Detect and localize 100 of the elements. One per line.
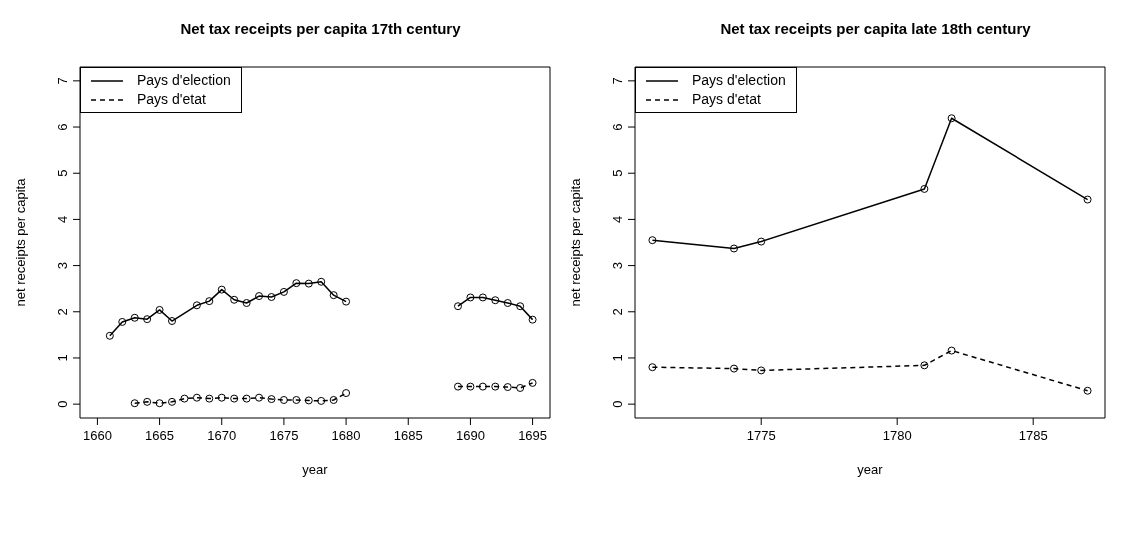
y-tick-label: 5 xyxy=(610,169,625,177)
x-tick-label: 1780 xyxy=(882,428,912,444)
y-tick-label: 6 xyxy=(610,123,625,131)
y-tick-label: 3 xyxy=(610,261,625,270)
point xyxy=(279,287,288,296)
y-tick-label: 0 xyxy=(55,400,70,408)
y-tick-label: 1 xyxy=(55,354,70,362)
point xyxy=(217,285,226,294)
point xyxy=(757,237,766,246)
y-tick-label: 4 xyxy=(610,215,625,224)
point xyxy=(478,293,487,302)
point xyxy=(478,382,487,391)
point xyxy=(947,346,956,355)
point xyxy=(230,295,239,304)
x-tick-label: 1785 xyxy=(1018,428,1048,444)
legend-label: Pays d'etat xyxy=(692,90,761,109)
point xyxy=(130,313,139,322)
y-axis-title: net receipts per capita xyxy=(12,177,28,307)
point xyxy=(503,383,512,392)
y-tick-label: 5 xyxy=(55,169,70,177)
point xyxy=(292,395,301,404)
point xyxy=(920,184,929,193)
point xyxy=(317,396,326,405)
point xyxy=(205,297,214,306)
point xyxy=(342,389,351,398)
point xyxy=(192,393,201,402)
chart-title: Net tax receipts per capita late 18th century xyxy=(719,20,1032,37)
point xyxy=(118,317,127,326)
x-tick-label: 1665 xyxy=(145,428,175,444)
point xyxy=(143,397,152,406)
point xyxy=(648,236,657,245)
point xyxy=(242,394,251,403)
x-axis-title: year xyxy=(857,462,884,477)
point xyxy=(317,277,326,286)
legend-label: Pays d'election xyxy=(692,71,786,90)
y-tick-label: 2 xyxy=(55,308,70,316)
y-tick-label: 3 xyxy=(55,261,70,270)
point xyxy=(528,378,537,387)
point xyxy=(105,331,114,340)
point xyxy=(342,297,351,306)
point xyxy=(242,299,251,307)
point xyxy=(920,361,929,370)
point xyxy=(279,395,288,404)
x-axis-title: year xyxy=(302,462,329,477)
x-tick-label: 1685 xyxy=(393,428,423,444)
x-tick-label: 1695 xyxy=(518,428,548,444)
point xyxy=(304,279,313,288)
point xyxy=(304,396,313,405)
point xyxy=(491,382,500,391)
point xyxy=(180,394,189,403)
point xyxy=(453,302,462,311)
x-tick-label: 1680 xyxy=(331,428,361,444)
point xyxy=(168,397,177,406)
point xyxy=(329,395,338,404)
point xyxy=(267,395,276,404)
legend-label: Pays d'election xyxy=(137,71,231,90)
point xyxy=(192,301,201,310)
y-tick-label: 7 xyxy=(610,77,625,85)
point xyxy=(730,244,739,253)
point xyxy=(947,114,956,123)
point xyxy=(168,317,177,326)
point xyxy=(267,293,276,301)
point xyxy=(1083,195,1092,204)
point xyxy=(130,399,139,408)
point xyxy=(528,315,537,324)
y-tick-label: 2 xyxy=(610,308,625,316)
point xyxy=(155,305,164,314)
point xyxy=(648,363,657,372)
y-tick-label: 6 xyxy=(55,123,70,131)
x-tick-label: 1670 xyxy=(207,428,237,444)
x-tick-label: 1660 xyxy=(82,428,112,444)
point xyxy=(466,382,475,391)
point xyxy=(143,315,152,324)
point xyxy=(730,364,739,373)
point xyxy=(1083,386,1092,395)
y-tick-label: 7 xyxy=(55,77,70,85)
point xyxy=(205,394,214,403)
point xyxy=(491,296,500,305)
point xyxy=(453,382,462,391)
point xyxy=(516,302,525,311)
point xyxy=(329,291,338,300)
point xyxy=(255,292,264,301)
point xyxy=(230,394,239,403)
y-tick-label: 1 xyxy=(610,354,625,362)
point xyxy=(466,293,475,302)
point xyxy=(217,393,226,402)
point xyxy=(503,299,512,307)
y-tick-label: 0 xyxy=(610,400,625,408)
y-tick-label: 4 xyxy=(55,215,70,224)
x-tick-label: 1775 xyxy=(746,428,776,444)
point xyxy=(255,393,264,402)
point xyxy=(757,366,766,375)
point xyxy=(516,383,525,392)
x-tick-label: 1690 xyxy=(455,428,485,444)
legend-label: Pays d'etat xyxy=(137,90,206,109)
point xyxy=(292,279,301,288)
point xyxy=(155,399,164,408)
chart-title: Net tax receipts per capita 17th century xyxy=(179,20,462,37)
x-tick-label: 1675 xyxy=(269,428,299,444)
y-axis-title: net receipts per capita xyxy=(567,177,583,307)
